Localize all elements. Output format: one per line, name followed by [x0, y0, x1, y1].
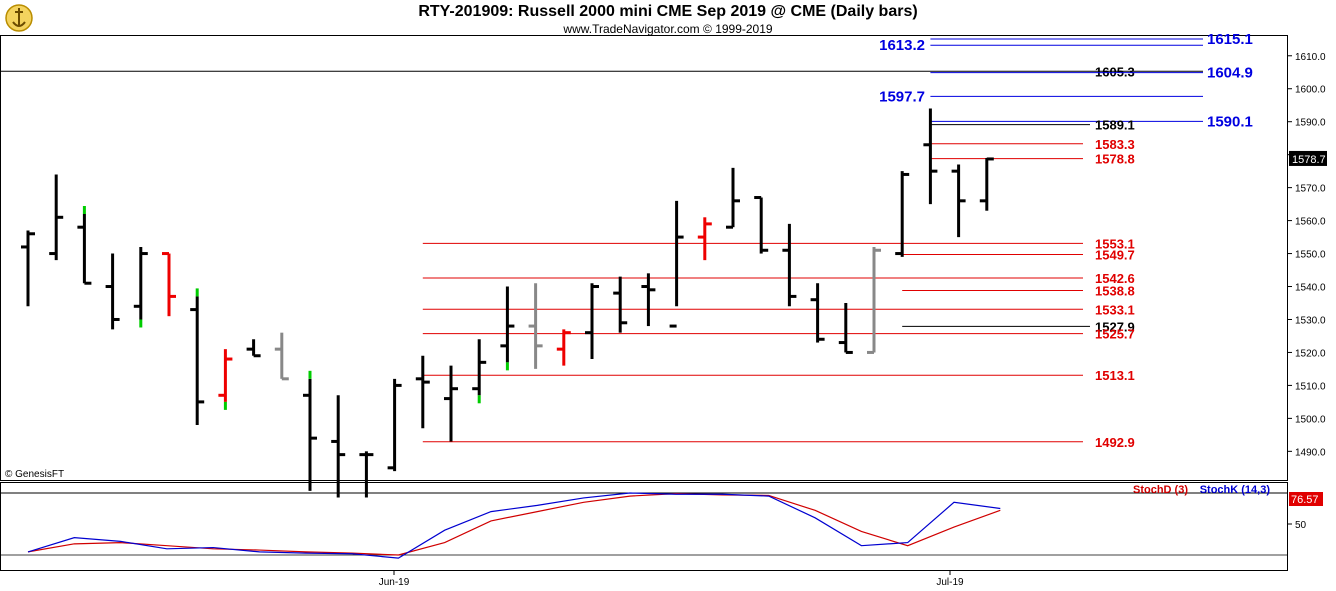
chart-subtitle: www.TradeNavigator.com © 1999-2019 [563, 22, 773, 36]
level-label: 1538.8 [1095, 283, 1135, 298]
level-label: 1527.9 [1095, 319, 1135, 334]
price-axis-label: 1540.0 [1295, 283, 1326, 294]
level-label: 1542.6 [1095, 271, 1135, 286]
price-axis-label: 1510.0 [1295, 381, 1326, 392]
stoch-d-legend: StochD (3) [1133, 484, 1188, 496]
last-price-label: 1578.7 [1292, 154, 1326, 166]
price-axis-label: 1490.0 [1295, 447, 1326, 458]
x-axis-label: Jul-19 [936, 577, 964, 588]
level-label: 1604.9 [1207, 65, 1253, 82]
stoch-value-label: 76.57 [1291, 494, 1319, 506]
price-axis-label: 1520.0 [1295, 348, 1326, 359]
price-axis-label: 1610.0 [1295, 52, 1326, 63]
stoch-k-line [27, 492, 1001, 559]
price-axis-label: 1560.0 [1295, 217, 1326, 228]
last-price-box [1289, 150, 1327, 166]
level-label: 1525.7 [1095, 327, 1135, 342]
level-label: 1597.7 [879, 88, 925, 105]
level-label: 1583.3 [1095, 137, 1135, 152]
chart-title: RTY-201909: Russell 2000 mini CME Sep 20… [418, 3, 918, 20]
price-axis-label: 1570.0 [1295, 184, 1326, 195]
stoch-k-legend: StochK (14,3) [1200, 484, 1271, 496]
price-axis-label: 1590.0 [1295, 118, 1326, 129]
level-label: 1590.1 [1207, 113, 1253, 130]
price-axis-label: 1530.0 [1295, 315, 1326, 326]
level-label: 1615.1 [1207, 31, 1253, 48]
stoch-d-line [27, 493, 1001, 556]
trade-navigator-logo-icon [5, 4, 33, 32]
stoch-panel-frame [0, 482, 1288, 571]
stoch-axis-label: 50 [1295, 520, 1307, 531]
stoch-value-box [1289, 492, 1323, 506]
price-panel-frame [0, 35, 1288, 481]
level-label: 1578.8 [1095, 152, 1135, 167]
level-label: 1492.9 [1095, 435, 1135, 450]
x-axis-label: Jun-19 [379, 577, 410, 588]
level-label: 1605.3 [1095, 64, 1135, 79]
level-label: 1533.1 [1095, 302, 1135, 317]
credit-label: © GenesisFT [5, 469, 65, 480]
price-axis-label: 1500.0 [1295, 414, 1326, 425]
level-label: 1589.1 [1095, 118, 1135, 133]
level-label: 1549.7 [1095, 248, 1135, 263]
price-axis-label: 1600.0 [1295, 85, 1326, 96]
level-label: 1613.2 [879, 37, 925, 54]
level-label: 1513.1 [1095, 368, 1135, 383]
level-label: 1553.1 [1095, 236, 1135, 251]
price-axis-label: 1550.0 [1295, 250, 1326, 261]
